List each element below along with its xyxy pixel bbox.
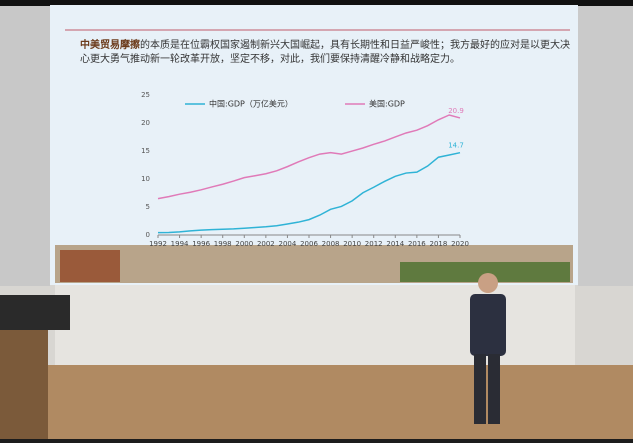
x-tick-label: 2000: [235, 240, 253, 248]
x-tick-label: 2014: [386, 240, 404, 248]
x-tick-label: 2016: [408, 240, 426, 248]
series-line: [157, 114, 461, 200]
x-tick-label: 1992: [149, 240, 167, 248]
x-tick-label: 1996: [192, 240, 210, 248]
left-panel: [0, 6, 50, 286]
screen: [50, 5, 578, 285]
x-tick-label: 2004: [279, 240, 297, 248]
x-tick-label: 1994: [171, 240, 189, 248]
ceiling: [0, 0, 633, 6]
legend-label: 美国:GDP: [369, 99, 405, 109]
legend-label: 中国:GDP（万亿美元）: [209, 99, 293, 109]
building: [60, 250, 120, 282]
slide-lead: 中美贸易摩擦: [80, 38, 140, 51]
piano: [0, 295, 70, 330]
leg: [474, 354, 486, 424]
leg: [488, 354, 500, 424]
slide-text: 中美贸易摩擦的本质是在位霸权国家遏制新兴大国崛起，具有长期性和日益严峻性；我方最…: [80, 38, 570, 51]
y-tick-label: 0: [146, 231, 150, 239]
podium: [0, 330, 48, 439]
data-label: 14.7: [448, 142, 464, 150]
x-tick-label: 2002: [257, 240, 275, 248]
x-tick-label: 2018: [430, 240, 448, 248]
x-tick-label: 2006: [300, 240, 318, 248]
y-tick-label: 25: [141, 91, 150, 99]
x-tick-label: 2012: [365, 240, 383, 248]
y-tick-label: 10: [141, 175, 150, 183]
slide-text: 心更大勇气推动新一轮改革开放，坚定不移，对此，我们要保持清醒冷静和战略定力。: [80, 52, 460, 65]
series-line: [157, 151, 461, 234]
x-tick-label: 2010: [343, 240, 361, 248]
jacket: [470, 294, 506, 356]
speaker: [470, 273, 506, 424]
x-tick-label: 2008: [322, 240, 340, 248]
y-tick-label: 15: [141, 147, 150, 155]
y-tick-label: 5: [146, 203, 150, 211]
slide-text-part: 的本质是在位霸权国家遏制新兴大国崛起，具有长期性和日益严峻性；我方最好的应对是以…: [140, 38, 570, 51]
x-tick-label: 1998: [214, 240, 232, 248]
data-label: 20.9: [448, 107, 464, 115]
y-tick-label: 20: [141, 119, 150, 127]
right-panel: [578, 6, 633, 286]
head: [478, 273, 498, 293]
floor: [0, 365, 633, 439]
trees: [400, 262, 570, 282]
x-tick-label: 2020: [451, 240, 469, 248]
